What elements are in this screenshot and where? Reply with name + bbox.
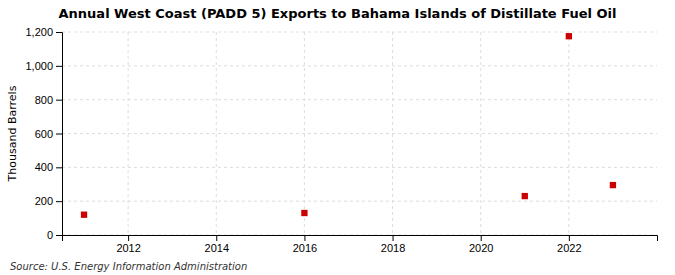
- x-tick: 2020: [469, 235, 493, 254]
- x-tick-label: 2020: [469, 242, 493, 254]
- y-tick-label: 0: [47, 229, 53, 241]
- y-tick-label: 400: [35, 161, 53, 173]
- y-grid-line: [62, 133, 657, 134]
- x-grid-line: [480, 32, 481, 235]
- x-axis: 2012 2014 2016 2018 2020 2022: [63, 235, 658, 254]
- chart-container: 2012 2014 2016 2018 2020 2022 0 200 400 600 800 1,0…: [0, 0, 675, 275]
- point: [301, 210, 307, 216]
- y-tick-label: 800: [35, 94, 53, 106]
- x-tick-mark: [481, 235, 482, 241]
- x-grid-line: [216, 32, 217, 235]
- x-axis-line: [63, 236, 658, 242]
- y-tick-mark: [56, 100, 62, 101]
- y-tick-label: 1,200: [25, 26, 53, 38]
- y-axis: 0 200 400 600 800 1,000 1,200: [25, 26, 62, 241]
- y-tick-label: 600: [35, 128, 53, 140]
- y-grid-line: [62, 65, 657, 66]
- y-tick-mark: [56, 201, 62, 202]
- y-grid-line: [62, 201, 657, 202]
- title: Annual West Coast (PADD 5) Exports to Ba…: [59, 6, 617, 21]
- point: [566, 33, 572, 39]
- y-tick: 200: [35, 195, 62, 207]
- x-grid-line: [128, 32, 129, 235]
- y-tick-mark: [56, 134, 62, 135]
- point: [522, 193, 528, 199]
- x-grid-line: [304, 32, 305, 235]
- x-tick-mark: [216, 235, 217, 241]
- y-tick-mark: [56, 66, 62, 67]
- x-tick: 2018: [381, 235, 405, 254]
- y-grid-line: [62, 167, 657, 168]
- y-tick: 1,200: [25, 26, 62, 38]
- y-axis-title: Thousand Barrels: [6, 85, 19, 182]
- y-grid-line: [62, 32, 657, 33]
- y-tick: 600: [35, 128, 62, 140]
- x-tick-mark: [128, 235, 129, 241]
- x-tick-label: 2022: [557, 242, 581, 254]
- y-axis-line: [56, 33, 63, 236]
- y-tick-mark: [56, 32, 62, 33]
- y-tick-label: 1,000: [25, 60, 53, 72]
- point: [81, 212, 87, 218]
- x-tick-label: 2016: [293, 242, 317, 254]
- y-tick: 800: [35, 94, 62, 106]
- y-grid-line: [62, 99, 657, 100]
- x-grid-line: [568, 32, 569, 235]
- y-tick-mark: [56, 235, 62, 236]
- x-tick: 2016: [293, 235, 317, 254]
- plot-area: 2012 2014 2016 2018 2020 2022 0 200 400 600 800 1,0…: [25, 26, 657, 254]
- y-tick-mark: [56, 167, 62, 168]
- grid: [62, 32, 657, 235]
- x-tick-label: 2012: [116, 242, 140, 254]
- y-tick: 400: [35, 161, 62, 173]
- x-tick-label: 2014: [205, 242, 229, 254]
- x-tick: 2022: [557, 235, 581, 254]
- x-tick-mark: [393, 235, 394, 241]
- x-tick-mark: [569, 235, 570, 241]
- x-tick-mark: [304, 235, 305, 241]
- source-note: Source: U.S. Energy Information Administ…: [10, 261, 247, 272]
- x-grid-line: [392, 32, 393, 235]
- x-tick: 2012: [116, 235, 140, 254]
- y-tick: 0: [47, 229, 62, 241]
- points: [81, 33, 616, 218]
- x-tick: 2014: [205, 235, 229, 254]
- chart-svg: 2012 2014 2016 2018 2020 2022 0 200 400 600 800 1,0…: [0, 0, 675, 275]
- x-tick-label: 2018: [381, 242, 405, 254]
- point: [610, 182, 616, 188]
- y-tick: 1,000: [25, 60, 62, 72]
- y-tick-label: 200: [35, 195, 53, 207]
